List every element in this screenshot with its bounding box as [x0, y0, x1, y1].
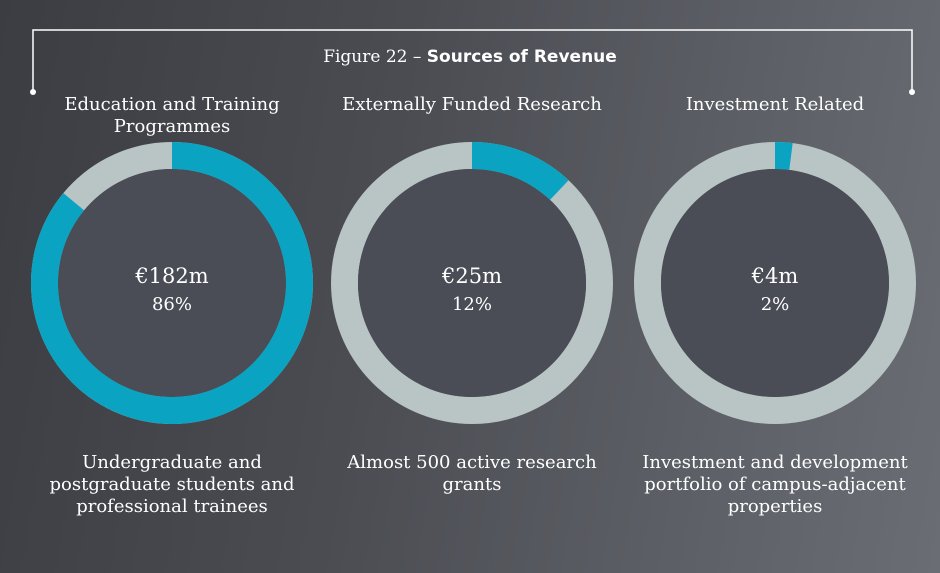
percent-label: 12% [452, 294, 492, 315]
figure-heading: Figure 22 – Sources of Revenue [0, 47, 940, 67]
figure-title: Sources of Revenue [426, 47, 617, 67]
frame [32, 29, 913, 92]
donut-description: Investment and development portfolio of … [642, 452, 908, 517]
ring-segment [31, 142, 313, 424]
donut-hole [358, 169, 586, 397]
donut-description: Almost 500 active research grants [347, 452, 597, 495]
ring-segment [774, 142, 793, 170]
frame-dot [30, 89, 36, 95]
percent-label: 86% [152, 294, 192, 315]
percent-label: 2% [761, 294, 790, 315]
amount-label: €25m [441, 264, 502, 288]
donut-title: Education and Training Programmes [64, 94, 280, 137]
frame-dot [909, 89, 915, 95]
amount-label: €4m [751, 264, 799, 288]
figure-label: Figure 22 – [323, 47, 422, 67]
donut-hole [661, 169, 889, 397]
donut-description: Undergraduate and postgraduate students … [49, 452, 295, 517]
donut-title: Investment Related [685, 94, 865, 115]
ring-segment [471, 142, 569, 201]
donut-hole [58, 169, 286, 397]
amount-label: €182m [134, 264, 208, 288]
donut-title: Externally Funded Research [342, 94, 602, 115]
